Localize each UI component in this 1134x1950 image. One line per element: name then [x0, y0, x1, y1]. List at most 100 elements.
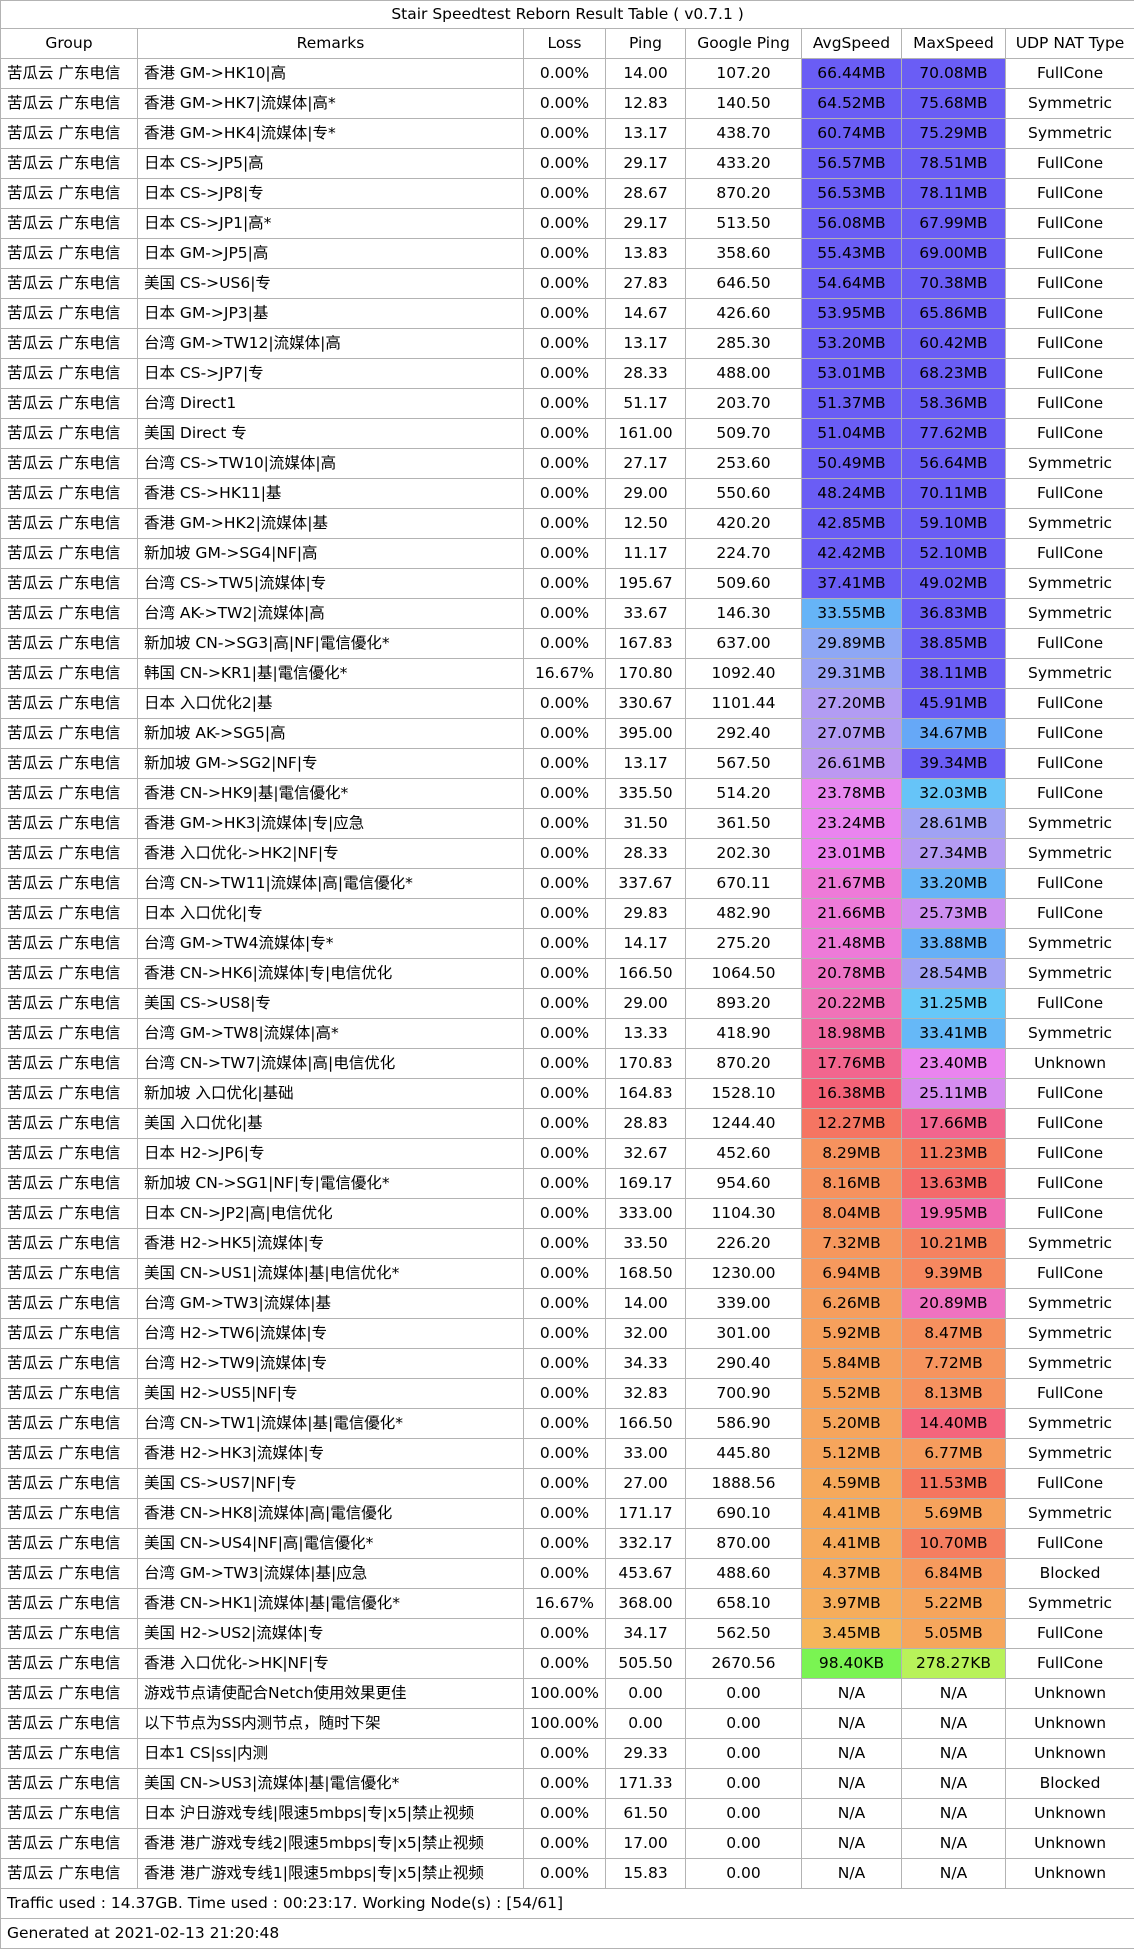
cell-ping: 28.33	[605, 838, 686, 869]
cell-udp-nat-type: Unknown	[1004, 1798, 1134, 1829]
cell-ping: 170.80	[605, 658, 686, 689]
cell-loss: 0.00%	[523, 298, 606, 329]
cell-udp-nat-type: FullCone	[1004, 1078, 1134, 1109]
cell-ping: 61.50	[605, 1798, 686, 1829]
cell-ping: 11.17	[605, 538, 686, 569]
cell-ping: 12.83	[605, 88, 686, 119]
cell-loss: 0.00%	[523, 838, 606, 869]
cell-max-speed: 23.40MB	[901, 1048, 1006, 1079]
cell-ping: 14.00	[605, 58, 686, 89]
cell-group: 苦瓜云 广东电信	[0, 808, 138, 839]
cell-remarks: 日本 CS->JP8|专	[137, 178, 524, 209]
cell-udp-nat-type: FullCone	[1004, 868, 1134, 899]
cell-max-speed: 34.67MB	[901, 718, 1006, 749]
table-row: 苦瓜云 广东电信 日本 H2->JP6|专 0.00% 32.67 452.60 8.29…	[0, 1138, 1134, 1169]
cell-max-speed: 38.11MB	[901, 658, 1006, 689]
cell-google-ping: 1101.44	[685, 688, 802, 719]
cell-remarks: 日本 入口优化2|基	[137, 688, 524, 719]
cell-loss: 16.67%	[523, 658, 606, 689]
cell-google-ping: 292.40	[685, 718, 802, 749]
footer-generated-row: Generated at 2021-02-13 21:20:48	[0, 1918, 1134, 1949]
cell-ping: 13.17	[605, 328, 686, 359]
cell-udp-nat-type: FullCone	[1004, 148, 1134, 179]
cell-ping: 161.00	[605, 418, 686, 449]
cell-udp-nat-type: Unknown	[1004, 1828, 1134, 1859]
cell-group: 苦瓜云 广东电信	[0, 718, 138, 749]
cell-group: 苦瓜云 广东电信	[0, 1348, 138, 1379]
cell-remarks: 新加坡 GM->SG4|NF|高	[137, 538, 524, 569]
cell-google-ping: 509.70	[685, 418, 802, 449]
cell-remarks: 新加坡 AK->SG5|高	[137, 718, 524, 749]
cell-google-ping: 690.10	[685, 1498, 802, 1529]
cell-avg-speed: 3.97MB	[801, 1588, 902, 1619]
table-row: 苦瓜云 广东电信 日本 GM->JP3|基 0.00% 14.67 426.60 53.9…	[0, 298, 1134, 329]
cell-ping: 15.83	[605, 1858, 686, 1889]
cell-google-ping: 1064.50	[685, 958, 802, 989]
cell-udp-nat-type: FullCone	[1004, 418, 1134, 449]
cell-group: 苦瓜云 广东电信	[0, 1588, 138, 1619]
cell-udp-nat-type: FullCone	[1004, 388, 1134, 419]
cell-avg-speed: 54.64MB	[801, 268, 902, 299]
table-row: 苦瓜云 广东电信 新加坡 入口优化|基础 0.00% 164.83 1528.10 16.…	[0, 1078, 1134, 1109]
header-udp-nat-type: UDP NAT Type	[1004, 28, 1134, 59]
cell-max-speed: 77.62MB	[901, 418, 1006, 449]
cell-google-ping: 420.20	[685, 508, 802, 539]
cell-max-speed: 70.11MB	[901, 478, 1006, 509]
table-row: 苦瓜云 广东电信 韩国 CN->KR1|基|電信優化* 16.67% 170.80 10…	[0, 658, 1134, 689]
cell-ping: 28.67	[605, 178, 686, 209]
cell-max-speed: 11.53MB	[901, 1468, 1006, 1499]
cell-remarks: 香港 GM->HK10|高	[137, 58, 524, 89]
cell-ping: 166.50	[605, 1408, 686, 1439]
cell-google-ping: 700.90	[685, 1378, 802, 1409]
cell-avg-speed: 56.53MB	[801, 178, 902, 209]
cell-google-ping: 140.50	[685, 88, 802, 119]
cell-remarks: 游戏节点请使配合Netch使用效果更佳	[137, 1678, 524, 1709]
cell-max-speed: 10.70MB	[901, 1528, 1006, 1559]
cell-max-speed: N/A	[901, 1678, 1006, 1709]
cell-max-speed: 59.10MB	[901, 508, 1006, 539]
cell-group: 苦瓜云 广东电信	[0, 148, 138, 179]
cell-max-speed: 25.73MB	[901, 898, 1006, 929]
footer-generated: Generated at 2021-02-13 21:20:48	[0, 1918, 1134, 1949]
cell-google-ping: 1104.30	[685, 1198, 802, 1229]
cell-loss: 0.00%	[523, 1108, 606, 1139]
cell-loss: 0.00%	[523, 118, 606, 149]
cell-max-speed: 28.61MB	[901, 808, 1006, 839]
cell-ping: 14.00	[605, 1288, 686, 1319]
cell-ping: 333.00	[605, 1198, 686, 1229]
cell-max-speed: 68.23MB	[901, 358, 1006, 389]
cell-remarks: 日本 入口优化|专	[137, 898, 524, 929]
cell-max-speed: 25.11MB	[901, 1078, 1006, 1109]
cell-ping: 335.50	[605, 778, 686, 809]
cell-udp-nat-type: FullCone	[1004, 1468, 1134, 1499]
cell-avg-speed: 53.20MB	[801, 328, 902, 359]
cell-loss: 0.00%	[523, 1018, 606, 1049]
header-loss: Loss	[523, 28, 606, 59]
cell-group: 苦瓜云 广东电信	[0, 568, 138, 599]
cell-ping: 34.17	[605, 1618, 686, 1649]
cell-remarks: 香港 港广游戏专线1|限速5mbps|专|x5|禁止视频	[137, 1858, 524, 1889]
cell-udp-nat-type: FullCone	[1004, 538, 1134, 569]
cell-remarks: 美国 CS->US8|专	[137, 988, 524, 1019]
cell-loss: 0.00%	[523, 598, 606, 629]
cell-remarks: 台湾 CS->TW10|流媒体|高	[137, 448, 524, 479]
cell-ping: 164.83	[605, 1078, 686, 1109]
cell-max-speed: 14.40MB	[901, 1408, 1006, 1439]
cell-udp-nat-type: Symmetric	[1004, 1408, 1134, 1439]
cell-google-ping: 433.20	[685, 148, 802, 179]
cell-avg-speed: 7.32MB	[801, 1228, 902, 1259]
cell-avg-speed: 66.44MB	[801, 58, 902, 89]
cell-group: 苦瓜云 广东电信	[0, 388, 138, 419]
cell-google-ping: 567.50	[685, 748, 802, 779]
cell-remarks: 新加坡 CN->SG3|高|NF|電信優化*	[137, 628, 524, 659]
cell-ping: 505.50	[605, 1648, 686, 1679]
cell-loss: 100.00%	[523, 1678, 606, 1709]
cell-google-ping: 586.90	[685, 1408, 802, 1439]
table-row: 苦瓜云 广东电信 香港 港广游戏专线1|限速5mbps|专|x5|禁止视频 0.00…	[0, 1858, 1134, 1889]
cell-remarks: 台湾 CN->TW1|流媒体|基|電信優化*	[137, 1408, 524, 1439]
cell-ping: 13.33	[605, 1018, 686, 1049]
table-row: 苦瓜云 广东电信 新加坡 CN->SG1|NF|专|電信優化* 0.00% 169.1…	[0, 1168, 1134, 1199]
cell-max-speed: N/A	[901, 1708, 1006, 1739]
